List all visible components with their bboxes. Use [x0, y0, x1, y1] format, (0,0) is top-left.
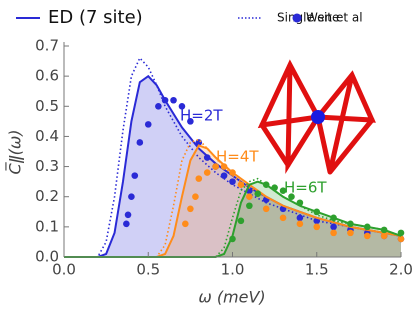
data-point: [262, 181, 270, 188]
data-point: [192, 193, 199, 201]
data-point: [229, 178, 236, 185]
tetrahedron-right: [314, 70, 376, 173]
data-point: [187, 205, 194, 213]
data-point: [279, 214, 287, 222]
data-point: [220, 172, 228, 179]
y-tick-label: 0.1: [35, 217, 59, 235]
data-point: [161, 96, 169, 104]
y-tick-label: 0.3: [35, 157, 59, 175]
data-point: [296, 214, 304, 222]
data-point: [279, 187, 287, 194]
data-point: [296, 220, 304, 228]
ed-line: [64, 144, 402, 258]
area-fill: [64, 181, 401, 257]
field-label: H=2T: [180, 107, 223, 125]
data-point: [187, 118, 194, 125]
data-point: [246, 202, 253, 210]
x-tick-label: 0.0: [52, 261, 76, 279]
data-point: [144, 121, 152, 128]
data-point: [330, 223, 337, 231]
tetrahedron-left: [257, 59, 323, 175]
data-point: [397, 235, 405, 243]
data-point: [262, 205, 270, 213]
x-tick-label: 1.5: [305, 261, 329, 279]
data-point: [296, 199, 304, 207]
data-point: [229, 235, 236, 243]
x-tick-label: 0.5: [136, 261, 160, 279]
data-point: [246, 193, 253, 201]
data-point: [380, 232, 388, 240]
data-point: [380, 226, 388, 234]
data-point: [182, 220, 189, 228]
center-ball: [311, 110, 325, 124]
legend-label: Wen et al: [306, 11, 363, 25]
x-tick-label: 1.0: [221, 261, 245, 279]
data-point: [123, 220, 130, 228]
data-point: [330, 214, 337, 222]
data-point: [271, 184, 278, 191]
y-tick-label: 0.5: [35, 97, 59, 115]
bowtie-icon: [257, 59, 376, 175]
data-point: [212, 163, 219, 170]
data-point: [203, 154, 211, 161]
data-point: [131, 172, 139, 179]
y-tick-label: 0.0: [35, 248, 59, 266]
y-axis-label: C̅ǁ(ω): [6, 130, 25, 175]
data-point: [178, 102, 186, 110]
data-point: [330, 229, 337, 237]
data-point: [288, 193, 295, 201]
data-point: [170, 96, 177, 104]
plot-layer: 0.0 0.5 1.0 1.5 2.0 0.0 0.1 0.2 0.3 0.4 0.5 0.6 0.7 H…: [16, 7, 413, 279]
data-point: [136, 139, 144, 146]
data-point: [229, 169, 236, 176]
data-point: [128, 193, 135, 201]
single-site-line: [64, 56, 402, 258]
legend-label: Single site: [277, 11, 339, 25]
y-tick-label: 0.7: [35, 37, 59, 55]
y-tick-label: 0.4: [35, 127, 59, 145]
data-point: [237, 181, 245, 188]
data-point: [124, 211, 132, 219]
tetrahedron-edge: [259, 122, 291, 168]
data-point: [313, 208, 321, 216]
legend-marker: [292, 13, 302, 23]
y-tick-label: 0.6: [35, 67, 59, 85]
data-point: [364, 232, 371, 240]
x-tick-label: 2.0: [389, 261, 413, 279]
data-point: [364, 223, 371, 231]
data-point: [347, 220, 354, 228]
data-point: [195, 175, 203, 182]
data-point: [397, 229, 405, 237]
legend-label: ED (7 site): [48, 7, 143, 28]
data-point: [220, 163, 228, 170]
field-label: H=4T: [216, 148, 259, 166]
data-point: [155, 102, 162, 110]
data-point: [313, 223, 321, 231]
x-axis-label: ω (meV): [198, 288, 265, 307]
data-point: [203, 169, 211, 176]
y-tick-label: 0.2: [35, 187, 59, 205]
field-label: H=6T: [284, 179, 327, 197]
tetrahedron-edge: [327, 117, 375, 175]
data-point: [237, 217, 245, 225]
data-point: [347, 229, 354, 237]
data-point: [254, 190, 262, 197]
